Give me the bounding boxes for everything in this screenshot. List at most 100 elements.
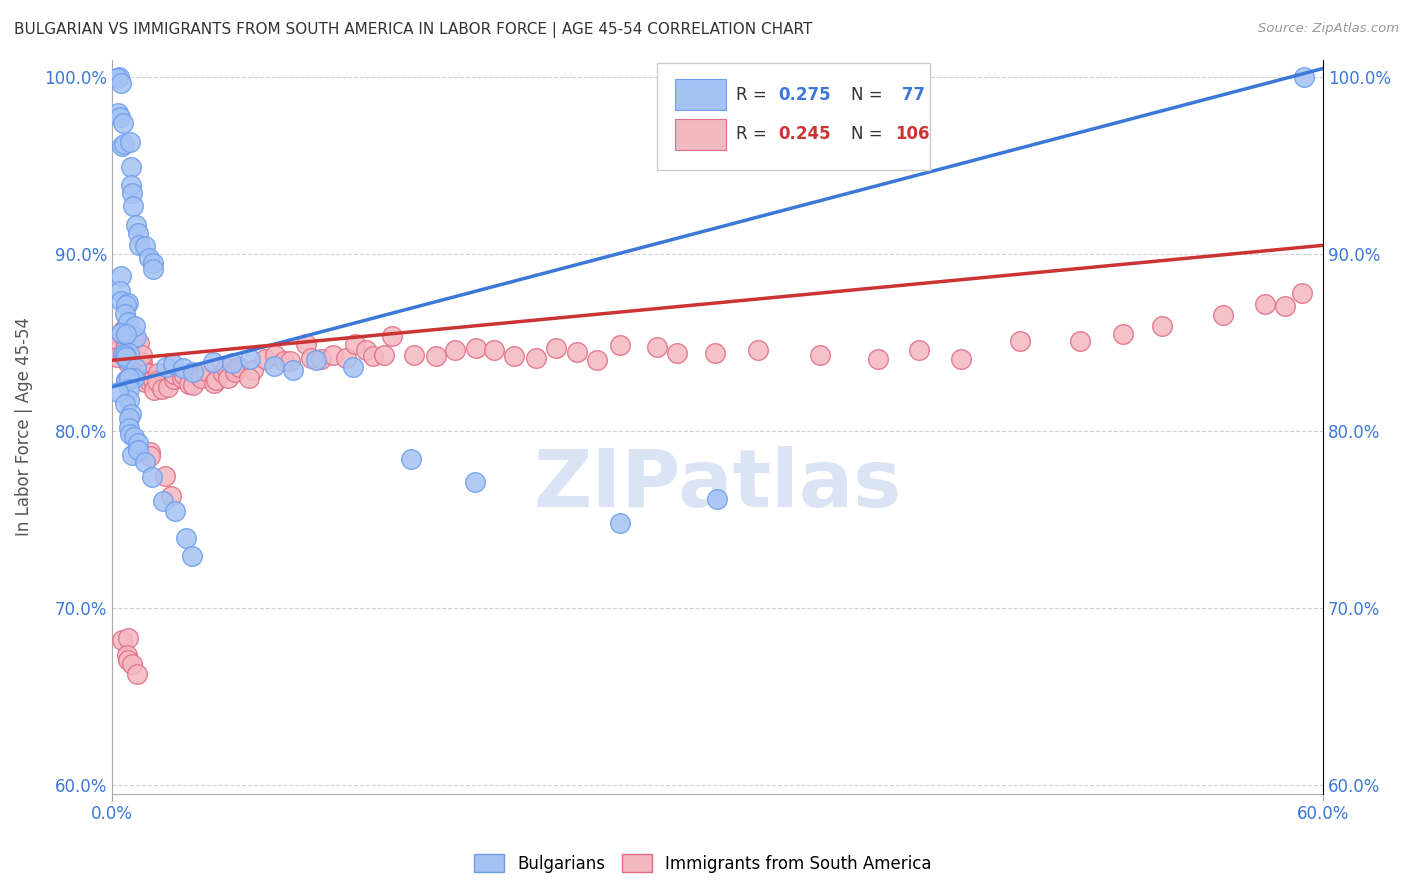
Point — [253, 351, 276, 366]
Point — [117, 315, 139, 329]
Point — [238, 370, 260, 384]
Point — [127, 356, 149, 370]
Point — [110, 326, 132, 341]
Point — [114, 375, 136, 389]
Text: Source: ZipAtlas.com: Source: ZipAtlas.com — [1258, 22, 1399, 36]
Point — [217, 371, 239, 385]
Point — [1150, 318, 1173, 333]
Point — [118, 421, 141, 435]
Point — [464, 475, 486, 490]
Point — [704, 346, 727, 360]
Point — [135, 366, 157, 380]
Point — [127, 443, 149, 458]
Point — [212, 366, 235, 380]
Point — [645, 340, 668, 354]
Point — [110, 110, 132, 124]
Point — [139, 449, 162, 463]
Point — [117, 631, 139, 645]
Point — [117, 296, 139, 310]
Point — [108, 336, 131, 351]
Text: 77: 77 — [896, 86, 925, 103]
Point — [188, 366, 211, 380]
Point — [111, 347, 134, 361]
Point — [342, 360, 364, 375]
Point — [138, 251, 160, 265]
FancyBboxPatch shape — [675, 79, 725, 111]
Point — [120, 178, 142, 193]
Point — [115, 648, 138, 662]
Point — [120, 407, 142, 421]
Point — [122, 199, 145, 213]
Point — [179, 376, 201, 391]
Point — [122, 371, 145, 385]
Point — [125, 330, 148, 344]
Point — [111, 327, 134, 342]
Point — [1291, 285, 1313, 300]
Point — [111, 115, 134, 129]
Point — [128, 238, 150, 252]
Point — [162, 357, 184, 371]
Point — [111, 348, 134, 362]
Point — [283, 363, 305, 377]
Point — [110, 285, 132, 299]
Point — [609, 338, 631, 352]
Point — [363, 349, 385, 363]
Point — [114, 339, 136, 353]
Point — [117, 340, 139, 354]
Point — [155, 360, 177, 375]
Y-axis label: In Labor Force | Age 45-54: In Labor Force | Age 45-54 — [15, 318, 32, 536]
Text: ZIPatlas: ZIPatlas — [533, 446, 901, 524]
Point — [143, 383, 166, 397]
Point — [110, 269, 132, 284]
Point — [115, 326, 138, 341]
Point — [544, 341, 567, 355]
Point — [110, 329, 132, 343]
Point — [128, 362, 150, 376]
Point — [153, 469, 176, 483]
Point — [309, 352, 332, 367]
Point — [1069, 334, 1091, 349]
Point — [1254, 297, 1277, 311]
Point — [117, 653, 139, 667]
Point — [114, 334, 136, 348]
Point — [141, 469, 163, 483]
Point — [124, 218, 146, 232]
Text: BULGARIAN VS IMMIGRANTS FROM SOUTH AMERICA IN LABOR FORCE | AGE 45-54 CORRELATIO: BULGARIAN VS IMMIGRANTS FROM SOUTH AMERI… — [14, 22, 813, 38]
Point — [503, 349, 526, 363]
Point — [107, 106, 129, 120]
Point — [202, 376, 225, 390]
Legend: Bulgarians, Immigrants from South America: Bulgarians, Immigrants from South Americ… — [467, 847, 939, 880]
Point — [120, 136, 142, 150]
Point — [122, 331, 145, 345]
Point — [264, 348, 287, 362]
Point — [139, 445, 162, 459]
Point — [165, 503, 187, 517]
Point — [112, 322, 135, 336]
Point — [145, 374, 167, 388]
Point — [484, 343, 506, 358]
Point — [354, 343, 377, 357]
Point — [404, 348, 426, 362]
Text: 106: 106 — [896, 126, 931, 144]
Point — [1292, 70, 1315, 85]
Point — [381, 329, 404, 343]
Point — [111, 138, 134, 153]
Point — [239, 352, 262, 367]
Point — [142, 256, 165, 270]
Point — [908, 343, 931, 357]
Point — [190, 371, 212, 385]
Point — [105, 351, 128, 365]
Point — [665, 345, 688, 359]
Text: R =: R = — [735, 126, 772, 144]
Point — [524, 351, 547, 365]
Point — [181, 549, 204, 563]
Point — [124, 319, 146, 334]
Point — [117, 326, 139, 341]
Point — [181, 378, 204, 392]
Point — [706, 492, 728, 507]
Point — [134, 238, 156, 252]
Point — [134, 368, 156, 382]
Point — [108, 70, 131, 85]
FancyBboxPatch shape — [675, 119, 725, 150]
Point — [120, 161, 142, 175]
